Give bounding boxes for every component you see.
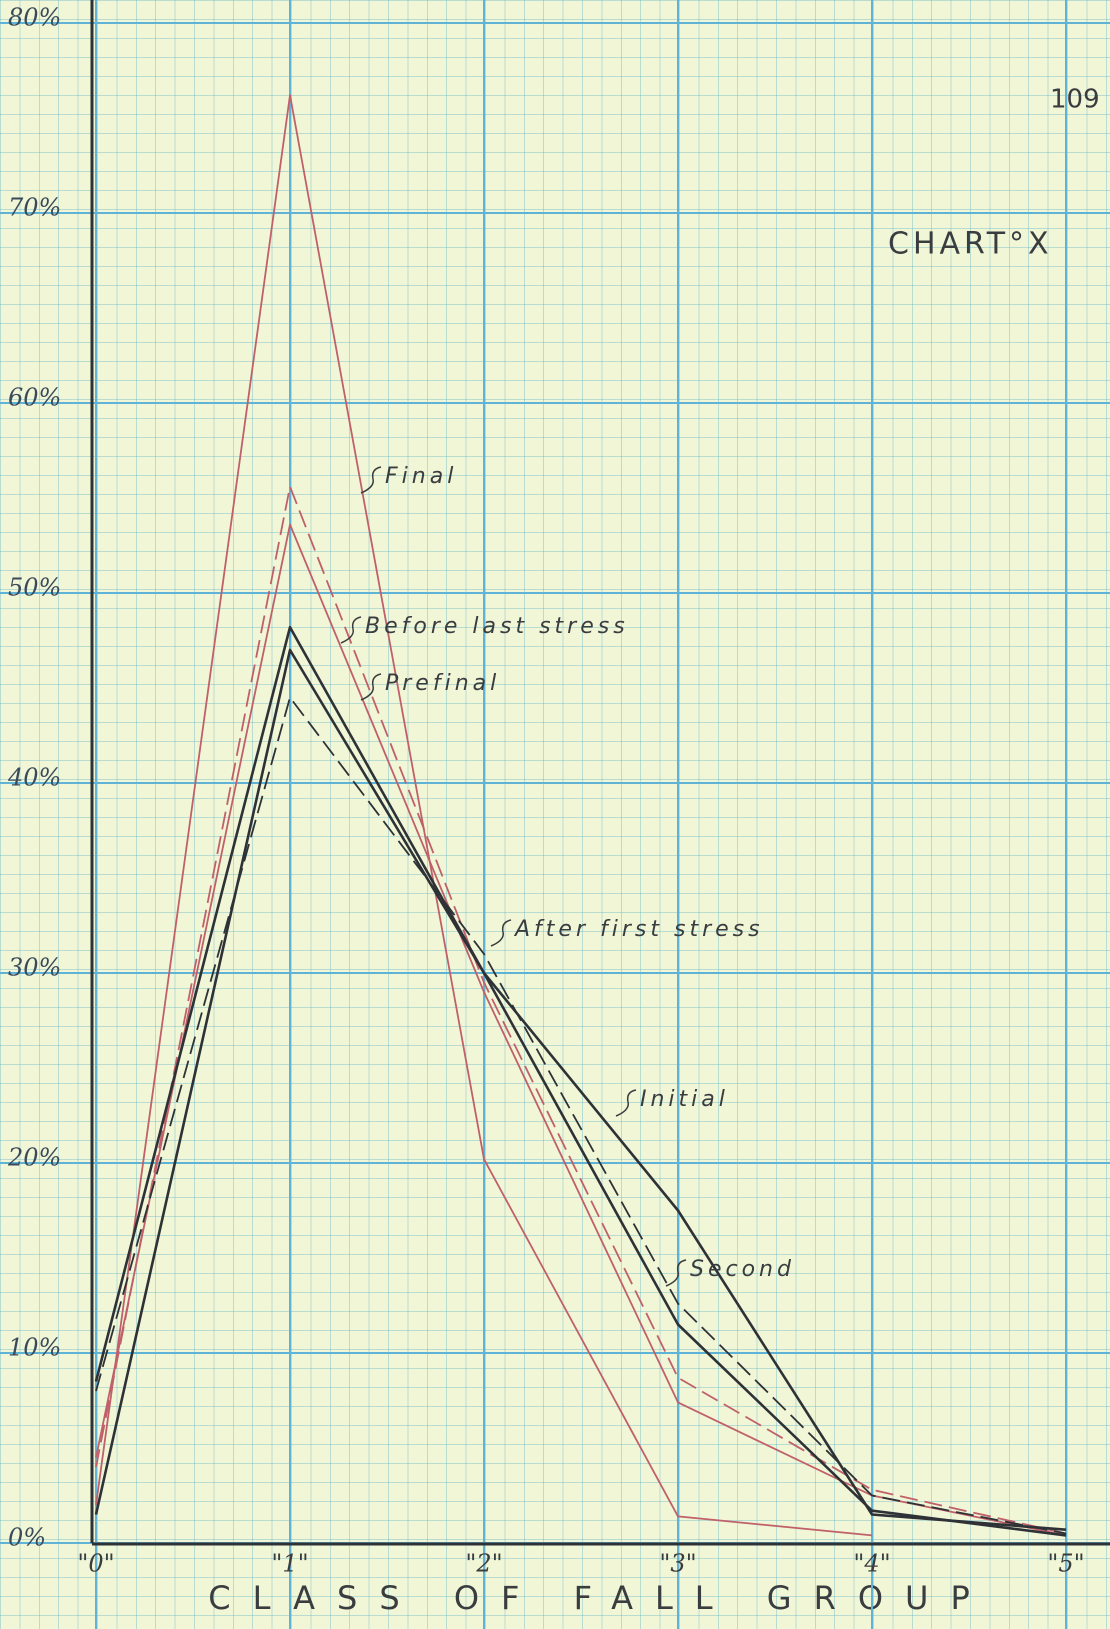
series-label: Second [690, 1257, 795, 1282]
x-tick-label: "5" [1047, 1550, 1084, 1578]
x-tick-label: "2" [465, 1550, 502, 1578]
label-pointer [361, 467, 381, 493]
y-tick-label: 50% [8, 574, 61, 602]
page-number: 109 [1050, 85, 1100, 115]
x-axis-title: CLASS OF FALL GROUP [208, 1579, 991, 1617]
x-tick-label: "3" [659, 1550, 696, 1578]
x-tick-label: "4" [853, 1550, 890, 1578]
y-tick-label: 70% [8, 194, 61, 222]
series-label: Before last stress [365, 614, 629, 639]
label-pointer [616, 1090, 636, 1116]
chart: 109 CHART°X CLASS OF FALL GROUP 0% 10% 20%… [0, 0, 1110, 1629]
series-line [96, 525, 1066, 1536]
series-line [96, 627, 1066, 1535]
y-tick-label: 0% [8, 1524, 46, 1552]
series-line [96, 698, 1066, 1534]
series-line [96, 487, 1066, 1534]
x-tick-label: "1" [271, 1550, 308, 1578]
label-pointer [341, 617, 361, 643]
x-tick-label: "0" [77, 1550, 114, 1578]
graph-paper: 109 CHART°X CLASS OF FALL GROUP 0% 10% 20%… [0, 0, 1110, 1629]
y-tick-label: 60% [8, 384, 61, 412]
series-label: Final [385, 464, 457, 489]
series-label: Prefinal [385, 671, 500, 696]
label-pointer [666, 1260, 686, 1286]
y-tick-label: 20% [7, 1144, 61, 1172]
y-tick-label: 10% [8, 1334, 61, 1362]
series-label: After first stress [513, 917, 764, 942]
series-line [96, 650, 1066, 1530]
y-tick-label: 30% [8, 954, 61, 982]
chart-title: CHART°X [888, 227, 1053, 262]
label-pointer [491, 920, 511, 946]
y-tick-label: 80% [8, 4, 61, 32]
series-label: Initial [640, 1087, 729, 1112]
y-tick-label: 40% [7, 764, 61, 792]
